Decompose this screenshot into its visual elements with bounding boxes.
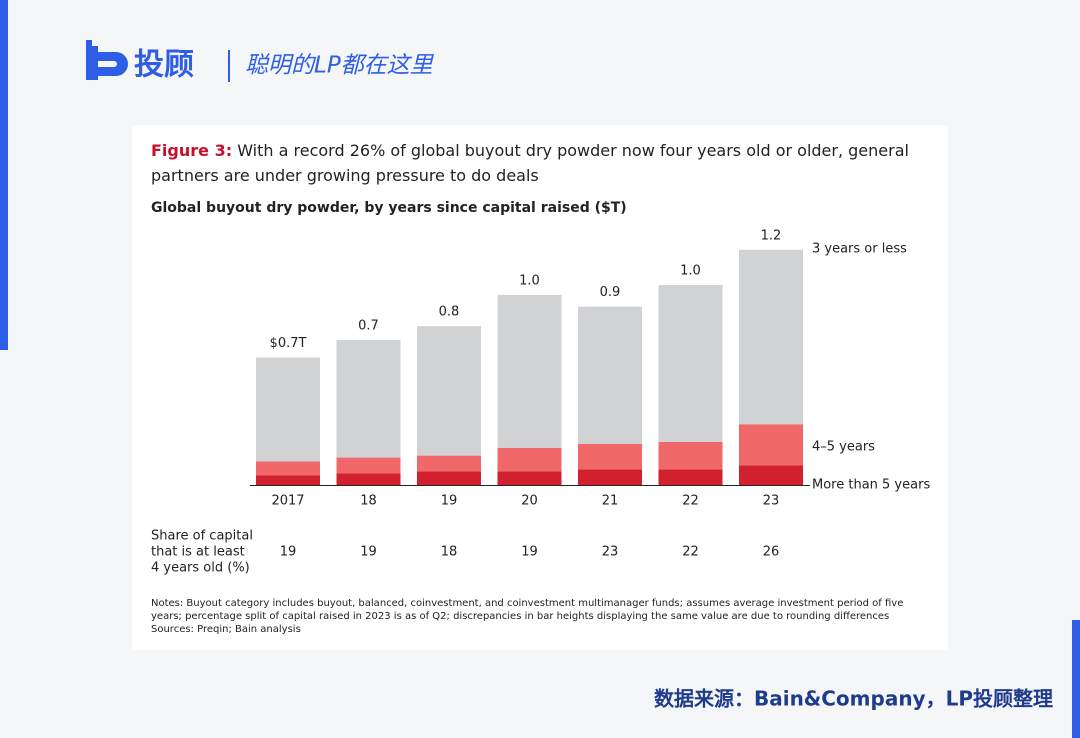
- series-label: 4–5 years: [812, 439, 875, 454]
- bar-segment: [497, 294, 562, 448]
- share-value: 22: [682, 545, 699, 560]
- bar-segment: [497, 447, 562, 472]
- series-label: More than 5 years: [812, 478, 930, 493]
- x-tick-label: 18: [360, 494, 377, 509]
- bar-segment: [739, 249, 803, 425]
- bar-segment: [658, 441, 723, 470]
- bar-segment: [256, 475, 320, 485]
- bar-segment: [336, 473, 401, 485]
- share-value: 19: [360, 545, 377, 560]
- total-label: 1.0: [680, 264, 701, 279]
- bar-segment: [739, 424, 803, 466]
- bar-segment: [417, 326, 481, 456]
- bar-segment: [417, 455, 481, 472]
- share-label: that is at least: [151, 545, 245, 560]
- share-value: 19: [521, 545, 538, 560]
- total-label: 1.0: [519, 273, 540, 288]
- bar-segment: [256, 357, 320, 462]
- total-label: 0.9: [600, 285, 621, 300]
- bar-segment: [578, 306, 642, 444]
- series-label: 3 years or less: [812, 242, 907, 257]
- bar-segment: [256, 461, 320, 476]
- divider: [228, 50, 230, 82]
- bar-segment: [658, 285, 723, 442]
- logo-icon: [86, 40, 128, 80]
- bar-segment: [578, 469, 642, 485]
- x-tick-label: 23: [763, 494, 780, 509]
- bar-segment: [336, 457, 401, 474]
- x-tick-label: 2017: [271, 494, 304, 509]
- share-value: 18: [441, 545, 458, 560]
- title-text: With a record 26% of global buyout dry p…: [151, 141, 909, 185]
- share-label: 4 years old (%): [151, 561, 250, 576]
- brand-name: 投顾: [134, 48, 194, 83]
- bar-segment: [497, 471, 562, 485]
- share-label: Share of capital: [151, 529, 253, 544]
- bar-segment: [578, 443, 642, 470]
- x-tick-label: 20: [521, 494, 538, 509]
- bar-segment: [658, 469, 723, 485]
- share-value: 26: [763, 545, 780, 560]
- bar-segment: [336, 339, 401, 458]
- accent-bar: [1072, 620, 1080, 738]
- total-label: 1.2: [761, 228, 782, 243]
- figure-label: Figure 3:: [151, 141, 233, 160]
- share-value: 23: [602, 545, 619, 560]
- bar-segment: [739, 465, 803, 485]
- note: Sources: Preqin; Bain analysis: [151, 624, 301, 635]
- x-tick-label: 22: [682, 494, 699, 509]
- slogan: 聪明的LP都在这里: [245, 53, 435, 79]
- bar-segment: [417, 471, 481, 485]
- share-value: 19: [280, 545, 297, 560]
- subtitle: Global buyout dry powder, by years since…: [151, 200, 627, 216]
- total-label: 0.8: [439, 305, 460, 320]
- figure-title: Figure 3: With a record 26% of global bu…: [151, 138, 941, 188]
- source: 数据来源：Bain&Company，LP投顾整理: [654, 687, 1053, 711]
- note: Notes: Buyout category includes buyout, …: [151, 598, 903, 609]
- x-tick-label: 21: [602, 494, 619, 509]
- x-tick-label: 19: [441, 494, 458, 509]
- accent-bar: [0, 0, 8, 350]
- total-label: 0.7: [358, 318, 379, 333]
- total-label: $0.7T: [270, 336, 307, 351]
- note: years; percentage split of capital raise…: [151, 611, 889, 622]
